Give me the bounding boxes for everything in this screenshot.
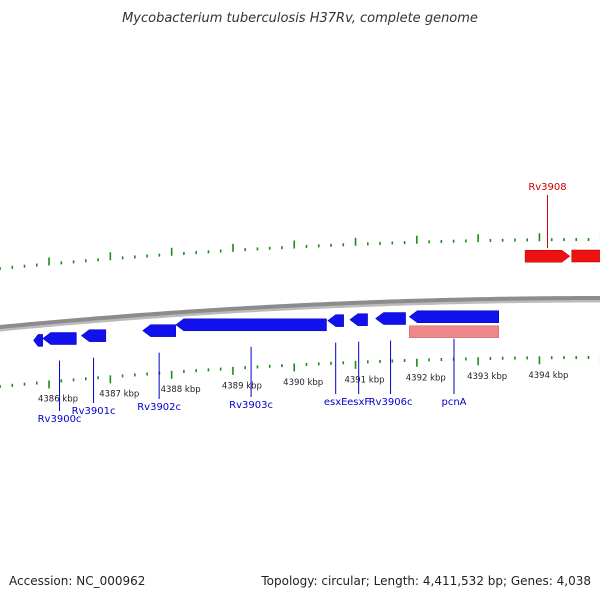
gene-arrow-esxf[interactable] xyxy=(349,313,368,326)
gene-arrow-rv3901c[interactable] xyxy=(80,329,107,342)
genome-backbone xyxy=(0,296,600,332)
gene-arrow-rv3908[interactable] xyxy=(571,249,600,263)
accession-text: Accession: NC_000962 xyxy=(9,574,145,588)
scale-label: 4390 kbp xyxy=(283,378,323,388)
gene-label-rv3908[interactable]: Rv3908 xyxy=(528,182,566,193)
scale-label: 4389 kbp xyxy=(222,381,262,391)
genome-summary-text: Topology: circular; Length: 4,411,532 bp… xyxy=(260,574,591,588)
gene-arrow-rv3906c[interactable] xyxy=(375,312,406,325)
scale-label: 4392 kbp xyxy=(406,373,446,383)
scale-label: 4393 kbp xyxy=(467,372,507,382)
gene-label-esxf[interactable]: esxF xyxy=(347,397,370,408)
gene-label-rv3900c[interactable]: Rv3900c xyxy=(38,414,82,425)
scale-label: 4386 kbp xyxy=(38,395,78,405)
gene-arrow-pcna[interactable] xyxy=(408,310,499,323)
gene-arrow-rv3903c[interactable] xyxy=(175,318,327,332)
gene-arrow-rv3902c[interactable] xyxy=(142,324,176,337)
gene-arrow-esxe[interactable] xyxy=(327,314,344,327)
outer-tick-ring xyxy=(0,233,600,270)
gene-label-rv3906c[interactable]: Rv3906c xyxy=(369,397,413,408)
scale-label: 4391 kbp xyxy=(344,375,384,385)
pseudo-feature-pcna[interactable] xyxy=(408,325,499,338)
gene-label-esxe[interactable]: esxE xyxy=(324,397,348,408)
scale-label: 4387 kbp xyxy=(99,390,139,400)
backbone-line xyxy=(0,296,600,330)
gene-label-pcna[interactable]: pcnA xyxy=(441,397,466,408)
gene-arrow-rv3908[interactable] xyxy=(524,249,571,263)
scale-label: 4394 kbp xyxy=(528,371,568,381)
gene-label-rv3901c[interactable]: Rv3901c xyxy=(72,406,116,417)
gene-label-rv3903c[interactable]: Rv3903c xyxy=(229,400,273,411)
gene-arrow-rv3900c[interactable] xyxy=(42,332,77,345)
scale-label: 4388 kbp xyxy=(161,385,201,395)
gene-features xyxy=(33,249,600,347)
gene-label-rv3902c[interactable]: Rv3902c xyxy=(137,402,181,413)
map-title: Mycobacterium tuberculosis H37Rv, comple… xyxy=(122,11,478,26)
gene-arrow-rv3900c[interactable] xyxy=(33,334,43,347)
scale-labels: 4386 kbp 4387 kbp 4388 kbp 4389 kbp 4390 kbp… xyxy=(38,371,568,404)
